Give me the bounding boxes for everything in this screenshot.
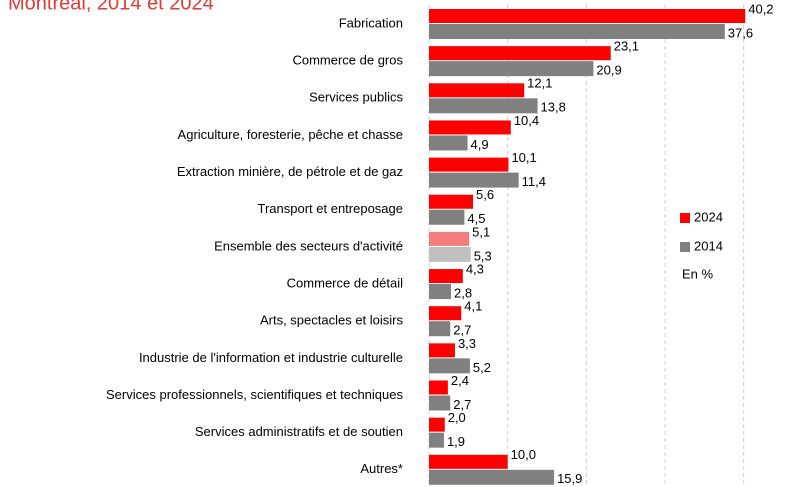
category-label: Commerce de gros [292, 53, 403, 68]
bar [429, 172, 519, 188]
bar [429, 194, 474, 209]
value-label: 2,0 [448, 410, 466, 425]
category-label: Autres* [360, 461, 403, 476]
bar [429, 24, 725, 39]
bar [429, 120, 511, 135]
value-label: 12,1 [527, 76, 552, 91]
value-label: 13,8 [541, 100, 566, 115]
value-label: 10,1 [511, 150, 536, 165]
bar [429, 454, 508, 469]
value-label: 10,0 [511, 447, 536, 462]
value-label: 2,7 [453, 397, 471, 412]
bar [429, 83, 525, 98]
bar [429, 231, 470, 246]
legend-swatch [680, 242, 690, 252]
value-label: 4,1 [464, 299, 482, 314]
bar [429, 135, 468, 151]
bar [429, 157, 509, 172]
value-label: 10,4 [514, 113, 539, 128]
bar [429, 395, 451, 411]
bar [429, 209, 465, 225]
category-label: Fabrication [339, 15, 403, 30]
category-label: Commerce de détail [287, 275, 403, 290]
value-label: 23,1 [614, 39, 639, 54]
category-label: Services administratifs et de soutien [195, 424, 403, 439]
bar [429, 9, 746, 23]
value-label: 5,2 [473, 360, 491, 375]
category-label: Agriculture, foresterie, pêche et chasse [178, 127, 403, 142]
value-label: 2,7 [453, 323, 471, 338]
bar [429, 61, 594, 77]
bar [429, 469, 555, 485]
bar [429, 284, 452, 300]
bar [429, 306, 462, 321]
legend-swatch [680, 213, 690, 223]
bar [429, 246, 471, 262]
bar [429, 98, 538, 114]
legend-note: En % [682, 266, 714, 281]
value-label: 5,3 [474, 248, 492, 263]
category-label: Industrie de l'information et industrie … [139, 350, 403, 365]
category-label: Services professionnels, scientifiques e… [106, 387, 403, 402]
value-label: 20,9 [596, 63, 621, 78]
bar [429, 269, 463, 284]
bar [429, 358, 470, 374]
bar [429, 432, 444, 448]
category-label: Extraction minière, de pétrole et de gaz [177, 164, 403, 179]
value-label: 1,9 [447, 434, 465, 449]
bar [429, 321, 451, 337]
category-label: Services publics [309, 90, 403, 105]
value-label: 4,3 [466, 261, 484, 276]
value-label: 40,2 [748, 1, 773, 16]
value-label: 2,4 [451, 373, 469, 388]
value-label: 11,4 [522, 174, 546, 189]
bar [429, 343, 455, 358]
value-label: 2,8 [454, 285, 472, 300]
value-label: 15,9 [557, 471, 582, 486]
value-label: 3,3 [458, 336, 476, 351]
category-label: Transport et entreposage [258, 201, 404, 216]
value-label: 5,6 [476, 187, 494, 202]
value-label: 4,5 [467, 211, 485, 226]
bar [429, 380, 448, 395]
bar [429, 46, 611, 61]
bar [429, 417, 445, 432]
legend-label: 2024 [694, 209, 723, 224]
value-label: 4,9 [471, 137, 489, 152]
value-label: 37,6 [728, 25, 753, 40]
legend-label: 2014 [694, 238, 723, 253]
value-label: 5,1 [472, 224, 490, 239]
category-label: Arts, spectacles et loisirs [260, 313, 404, 328]
chart-title: Montréal, 2014 et 2024 [8, 0, 214, 14]
category-label: Ensemble des secteurs d'activité [214, 238, 403, 253]
